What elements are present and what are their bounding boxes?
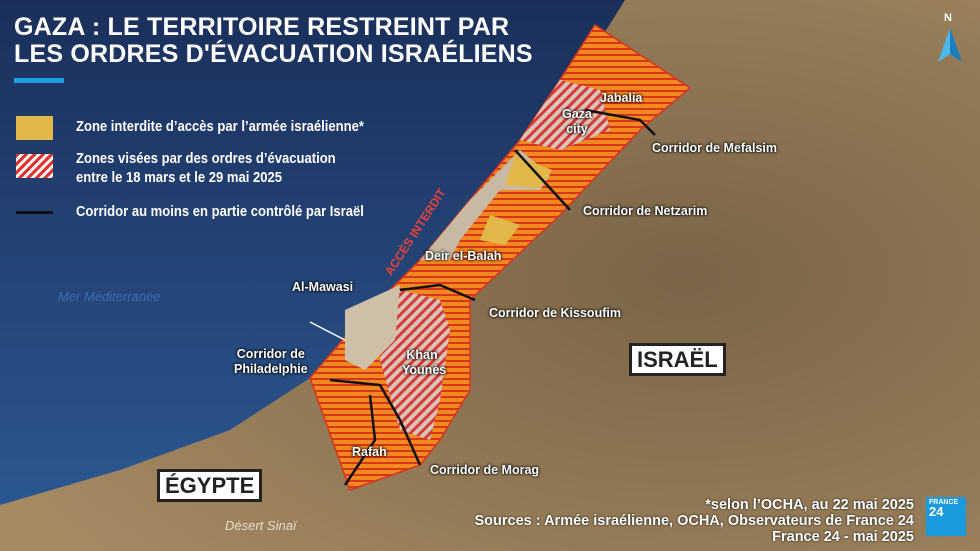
sources-block: *selon l’OCHA, au 22 mai 2025 Sources : A…: [474, 497, 914, 545]
legend-label-evacuation: Zones visées par des ordres d’évacuation…: [76, 151, 336, 186]
france24-logo: FRANCE 24: [926, 497, 966, 536]
corridors: [329, 108, 656, 486]
accent-bar: [14, 78, 64, 83]
sea-label: Mer Méditerranée: [58, 289, 161, 304]
corridor-kissoufim: Corridor de Kissoufim: [489, 306, 621, 320]
legend-label-corridor: Corridor au moins en partie contrôlé par…: [76, 204, 364, 220]
north-arrow-icon: [938, 28, 962, 62]
country-egypt: ÉGYPTE: [157, 469, 263, 502]
page-title: GAZA : LE TERRITOIRE RESTREINT PAR LES OR…: [14, 13, 533, 68]
place-al-mawasi: Al-Mawasi: [292, 280, 354, 294]
gaza-city-zone: [520, 80, 610, 150]
corridor-mefalsim: Corridor de Mefalsim: [652, 141, 778, 155]
legend-label-no-access: Zone interdite d’accès par l’armée israé…: [76, 119, 364, 135]
country-israel: ISRAËL: [629, 343, 726, 376]
place-jabalia: Jabalia: [600, 91, 643, 105]
no-access-zone: [480, 155, 552, 245]
place-gaza-city: Gaza city: [562, 107, 592, 136]
mawasi-pointer: [309, 321, 346, 341]
sea: [0, 0, 625, 505]
place-rafah: Rafah: [352, 445, 387, 459]
north-label: N: [944, 12, 952, 24]
legend-swatch-evacuation: [16, 154, 53, 178]
place-sinai: Désert Sinaï: [225, 518, 297, 533]
corridor-philadelphie: Corridor de Philadelphie: [234, 347, 308, 376]
khan-younes-zone: [380, 290, 450, 440]
place-deir-el-balah: Deir el-Balah: [425, 249, 502, 263]
legend-swatch-corridor: [16, 211, 53, 214]
mawasi-zone: [345, 285, 400, 370]
legend-swatch-no-access: [16, 116, 53, 140]
corridor-netzarim: Corridor de Netzarim: [583, 204, 708, 218]
corridor-morag: Corridor de Morag: [430, 463, 540, 477]
place-khan-younes: Khan Younès: [402, 348, 447, 377]
